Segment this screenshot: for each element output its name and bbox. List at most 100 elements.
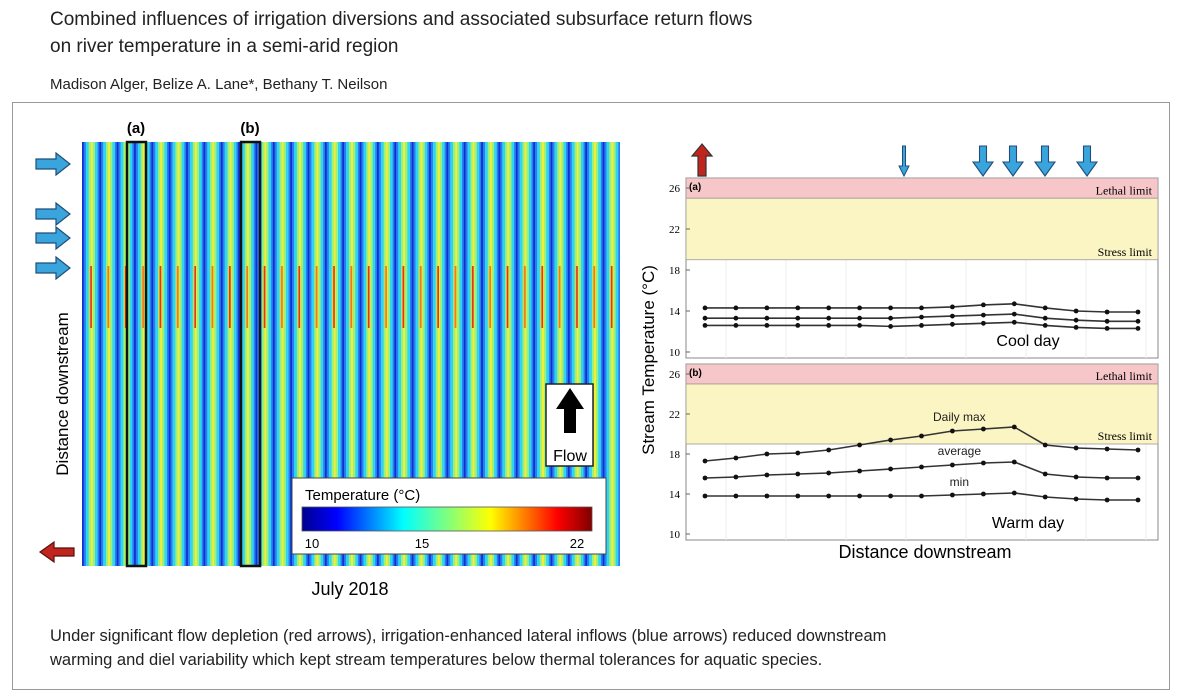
heatmap-stripe	[110, 142, 113, 566]
line-chart: Lethal limit Stress limit (a) 10 14 18 22 26 Coo…	[669, 177, 1159, 541]
heatmap-stripe	[487, 142, 491, 566]
heatmap-stripe	[377, 142, 380, 566]
heatmap-stripe	[172, 142, 175, 566]
data-point	[733, 323, 739, 328]
heatmap-stripe	[309, 142, 312, 566]
heatmap-stripe	[229, 142, 232, 566]
heatmap-warm-band	[541, 266, 544, 328]
heatmap-stripe	[186, 142, 189, 566]
heatmap-stripe	[251, 142, 254, 566]
heatmap-stripe	[418, 142, 421, 566]
heatmap-stripe	[238, 142, 241, 566]
heatmap-stripe	[88, 142, 91, 566]
heatmap-stripe	[257, 142, 260, 566]
heatmap-stripe	[600, 142, 604, 566]
heatmap-stripe	[95, 142, 98, 566]
heatmap-stripe	[557, 142, 560, 566]
data-point	[981, 320, 986, 326]
heatmap-warm-band	[453, 266, 455, 328]
heatmap-warm-band	[540, 266, 542, 328]
heatmap-stripe	[543, 142, 547, 566]
heatmap-stripe	[477, 142, 480, 566]
y-tick-label: 14	[669, 306, 681, 318]
heatmap-stripe	[591, 142, 595, 566]
heatmap-stripe	[112, 142, 116, 566]
panel-label: (b)	[689, 368, 702, 379]
heatmap-stripe	[405, 142, 408, 566]
heatmap-stripe	[435, 142, 438, 566]
heatmap-stripe	[353, 142, 356, 566]
heatmap-stripe	[361, 142, 364, 566]
data-point	[826, 323, 832, 328]
heatmap-stripe	[496, 142, 500, 566]
data-point	[1104, 475, 1110, 481]
heatmap-stripe	[439, 142, 443, 566]
heatmap-stripe	[554, 142, 557, 566]
data-point	[1135, 447, 1141, 453]
heatmap-stripe	[567, 142, 571, 566]
heatmap-warm-band	[107, 266, 110, 328]
heatmap-stripe	[410, 142, 413, 566]
heatmap-stripe	[162, 142, 165, 566]
heatmap-warm-band	[558, 266, 559, 328]
caption-line-1: Under significant flow depletion (red ar…	[50, 627, 887, 645]
heatmap-stripe	[116, 142, 119, 566]
heatmap-warm-band	[124, 266, 127, 328]
heatmap-stripe	[147, 142, 150, 566]
heatmap-warm-band	[402, 266, 405, 328]
panel-label: (a)	[689, 182, 701, 193]
data-point	[795, 450, 801, 456]
heatmap-warm-band	[436, 266, 438, 328]
heatmap-stripe	[219, 142, 222, 566]
day-label: Warm day	[992, 515, 1064, 532]
heatmap-stripe	[571, 142, 575, 566]
heatmap-stripe	[462, 142, 465, 566]
heatmap-stripe	[290, 142, 293, 566]
heatmap-stripe	[298, 142, 302, 566]
stress-limit-label: Stress limit	[1098, 429, 1153, 443]
heatmap-stripe	[498, 142, 501, 566]
data-point	[950, 492, 955, 498]
heatmap-stripe	[264, 142, 267, 566]
heatmap-warm-band	[210, 266, 212, 328]
heatmap-stripe	[142, 142, 145, 566]
heatmap-stripe	[392, 142, 395, 566]
heatmap-stripe	[422, 142, 425, 566]
heatmap-warm-band	[419, 266, 420, 328]
data-point	[888, 493, 893, 499]
heatmap-warm-band	[454, 266, 457, 328]
heatmap-stripe	[283, 142, 286, 566]
data-point	[764, 323, 770, 328]
data-point	[702, 315, 708, 321]
heatmap-stripe	[526, 142, 529, 566]
heatmap-stripe	[489, 142, 493, 566]
heatmap-stripe	[398, 142, 401, 566]
heatmap-stripe	[455, 142, 458, 566]
heatmap-stripe	[383, 142, 386, 566]
heatmap-stripe	[534, 142, 538, 566]
inflow-arrow-icon	[971, 145, 995, 177]
inflow-arrow-icon	[1033, 145, 1057, 177]
data-point	[795, 493, 801, 499]
heatmap-stripe	[512, 142, 515, 566]
y-tick-label: 26	[669, 183, 681, 195]
heatmap-stripe	[244, 142, 248, 566]
heatmap-stripe	[604, 142, 607, 566]
data-point	[1073, 496, 1079, 502]
heatmap-stripe	[316, 142, 319, 566]
heatmap-stripe	[274, 142, 277, 566]
lethal-limit-label: Lethal limit	[1096, 369, 1153, 383]
heatmap-stripe	[108, 142, 111, 566]
heatmap-stripe	[164, 142, 168, 566]
inflow-arrow-icon	[898, 145, 910, 178]
y-tick-label: 14	[669, 489, 681, 501]
series-label: average	[938, 444, 982, 458]
heatmap-stripe	[576, 142, 579, 566]
heatmap-stripe	[522, 142, 525, 566]
heatmap-stripe	[359, 142, 362, 566]
heatmap-stripe	[135, 142, 139, 566]
data-point	[702, 305, 708, 311]
heatmap-stripe	[279, 142, 282, 566]
title-line-1: Combined influences of irrigation divers…	[50, 9, 753, 30]
